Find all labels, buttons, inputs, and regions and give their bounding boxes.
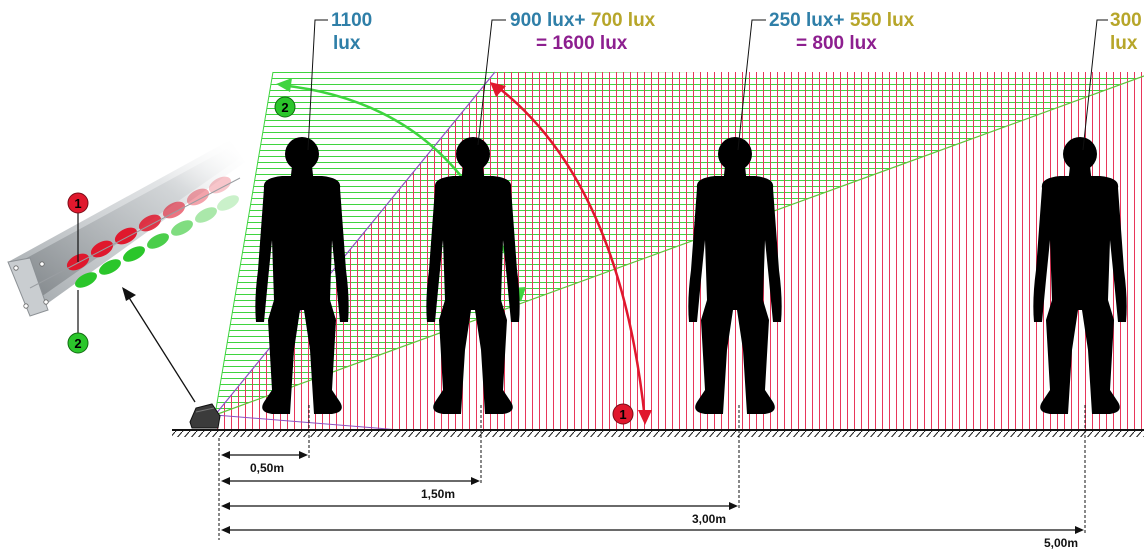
svg-text:1100: 1100 [331, 10, 372, 31]
marker-1-beam: 1 [612, 403, 634, 425]
svg-text:1: 1 [619, 407, 626, 422]
red-beam-edge [214, 71, 496, 416]
svg-text:250 lux+ 550 lux: 250 lux+ 550 lux [769, 10, 915, 31]
svg-text:lux: lux [333, 33, 361, 54]
callout-4: 300 lux [1110, 10, 1142, 54]
svg-text:= 1600 lux: = 1600 lux [536, 33, 628, 54]
svg-text:lux: lux [1110, 33, 1138, 54]
marker-2-beam: 2 [274, 96, 296, 118]
green-beam-top-edge [214, 71, 274, 416]
red-arc-arrowhead-top [490, 82, 506, 97]
callout-2: 900 lux+ 700 lux = 1600 lux [510, 10, 656, 54]
svg-text:300: 300 [1110, 10, 1142, 31]
callout-4-leader [1082, 19, 1108, 151]
svg-text:= 800 lux: = 800 lux [796, 33, 877, 54]
svg-text:1: 1 [74, 196, 81, 211]
svg-text:900 lux+ 700 lux: 900 lux+ 700 lux [510, 10, 656, 31]
callout-3: 250 lux+ 550 lux = 800 lux [769, 10, 915, 54]
svg-text:2: 2 [74, 336, 81, 351]
marker-2-fixture: 2 [67, 332, 89, 354]
pointer-arrowhead [122, 287, 136, 301]
svg-text:1,50m: 1,50m [421, 487, 455, 501]
purple-floor-edge [214, 414, 401, 431]
pointer-line [127, 295, 196, 403]
dimension-0-50m: 0,50m [221, 451, 308, 475]
light-fixture-icon [7, 140, 245, 317]
callout-1-leader [307, 19, 328, 151]
callout-3-leader [737, 19, 766, 151]
red-arc-arrowhead-bottom [638, 410, 652, 425]
green-arc-arrowhead-top [276, 78, 292, 92]
svg-text:3,00m: 3,00m [692, 512, 726, 526]
dimension-1-50m: 1,50m [221, 477, 480, 501]
svg-text:2: 2 [281, 100, 288, 115]
dimension-5-00m: 5,00m [221, 526, 1084, 550]
green-beam-edge [214, 75, 1144, 416]
ground-hatch [172, 430, 1144, 437]
svg-text:0,50m: 0,50m [250, 461, 284, 475]
dimension-3-00m: 3,00m [221, 502, 738, 526]
red-angle-arc [494, 84, 647, 421]
callout-1: 1100 lux [331, 10, 372, 54]
callout-2-leader [477, 19, 506, 146]
marker-1-fixture: 1 [67, 192, 89, 214]
luminaire-icon [189, 403, 221, 429]
svg-text:5,00m: 5,00m [1044, 536, 1078, 550]
green-angle-arc [279, 83, 522, 301]
